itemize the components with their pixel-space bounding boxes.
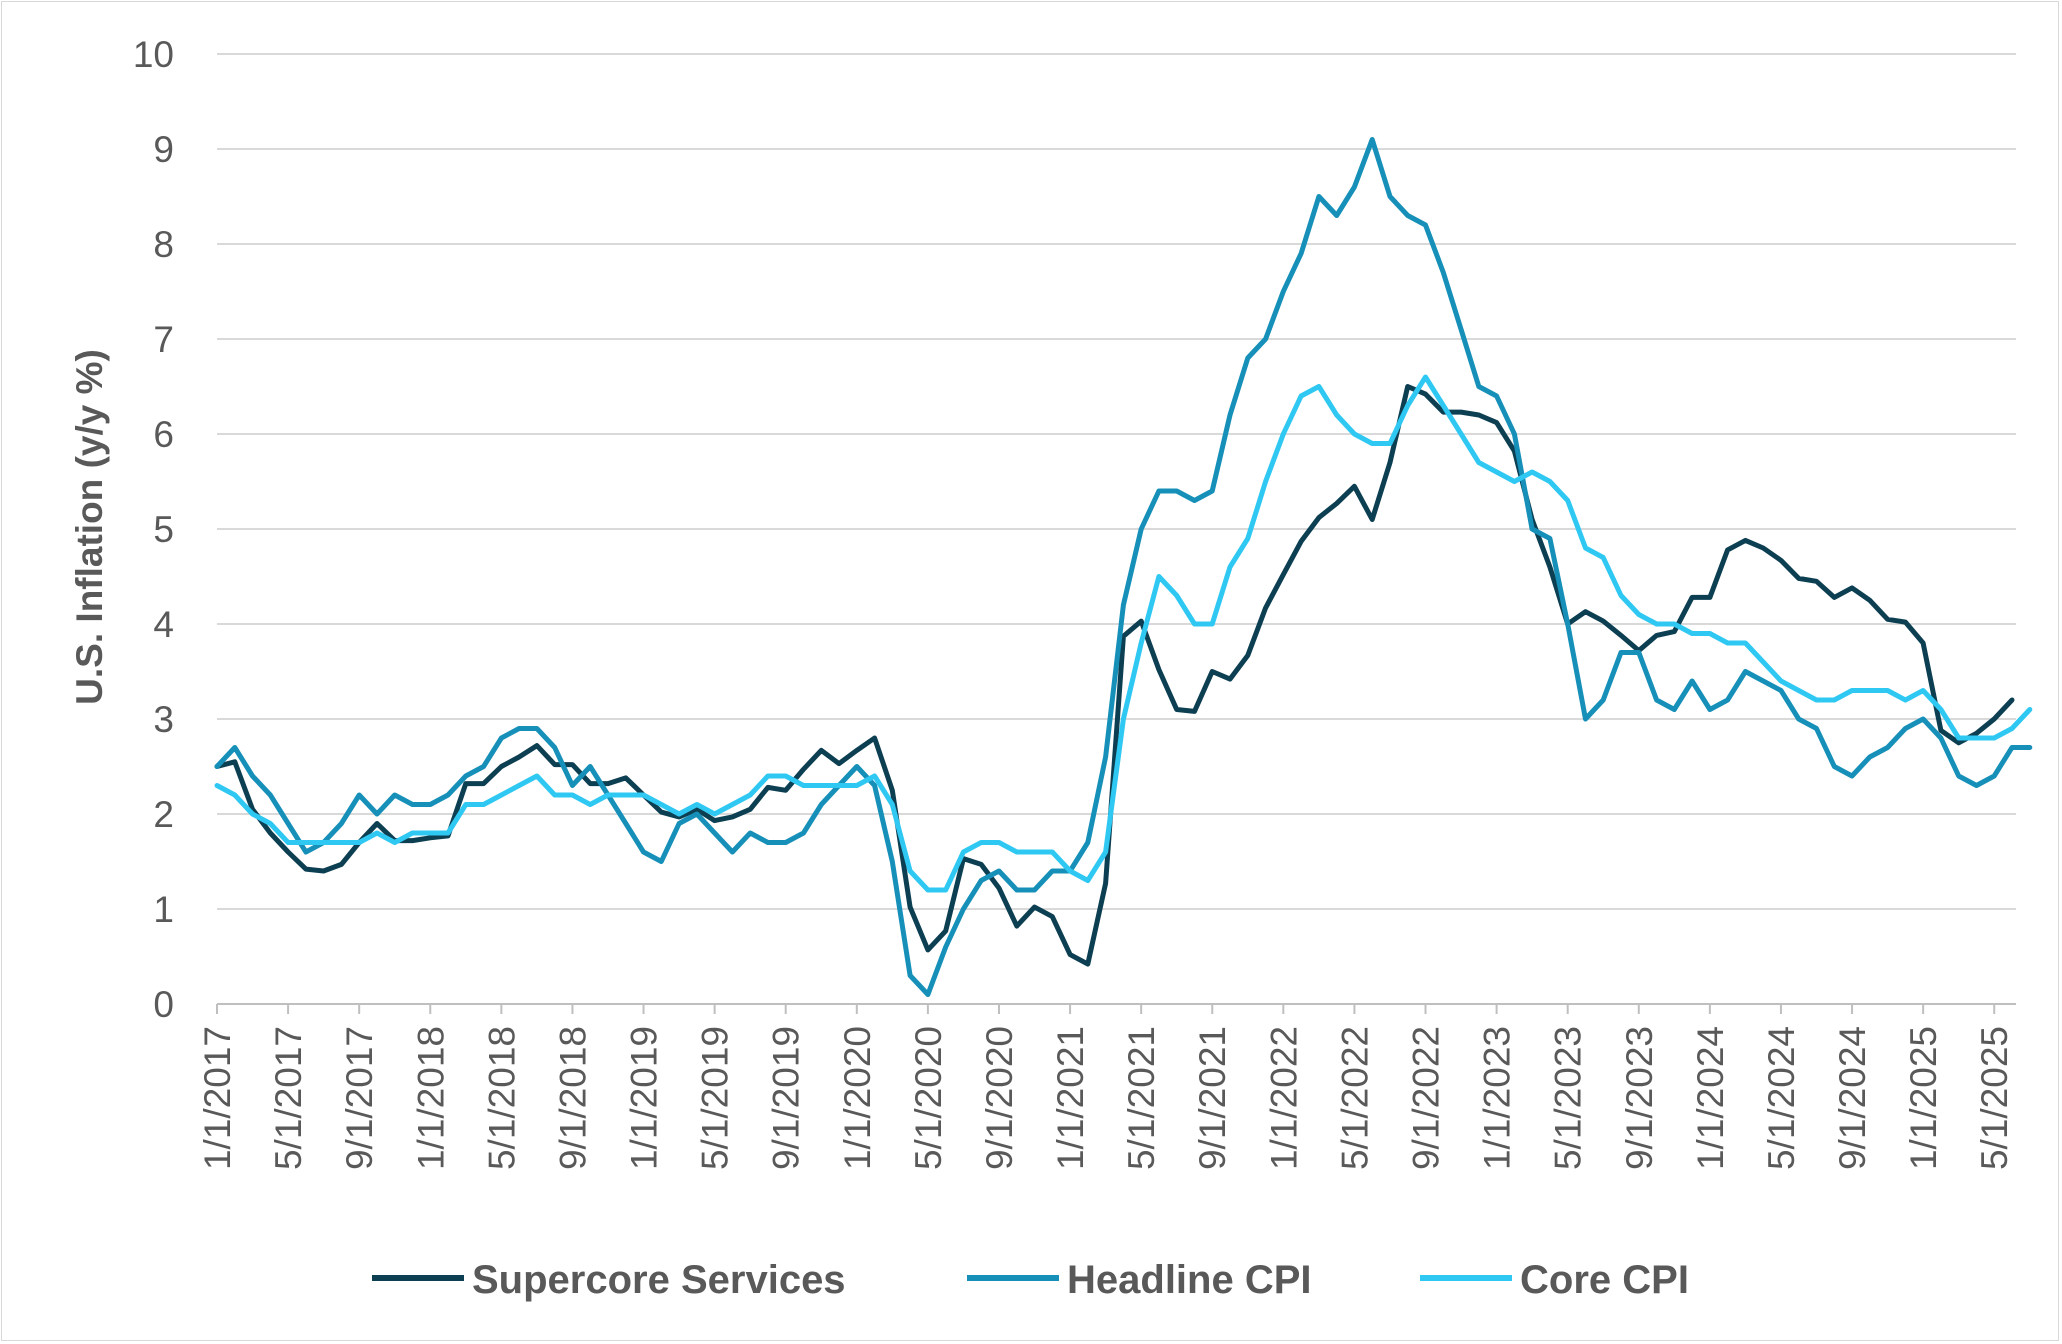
y-tick-8: 8 xyxy=(153,224,174,265)
x-tick-9/1/2019: 9/1/2019 xyxy=(766,1026,807,1170)
x-tick-5/1/2023: 5/1/2023 xyxy=(1548,1026,1589,1170)
x-tick-labels: 1/1/2017 5/1/2017 9/1/2017 1/1/2018 5/1/2018… xyxy=(197,1026,2015,1170)
x-tick-1/1/2023: 1/1/2023 xyxy=(1477,1026,1518,1170)
x-tick-9/1/2022: 9/1/2022 xyxy=(1406,1026,1447,1170)
x-tick-9/1/2021: 9/1/2021 xyxy=(1192,1026,1233,1170)
y-tick-labels: 0 1 2 3 4 5 6 7 8 9 10 xyxy=(133,34,174,1025)
x-tick-9/1/2017: 9/1/2017 xyxy=(339,1026,380,1170)
x-tick-5/1/2021: 5/1/2021 xyxy=(1121,1026,1162,1170)
x-tick-1/1/2019: 1/1/2019 xyxy=(624,1026,665,1170)
y-tick-4: 4 xyxy=(153,604,174,645)
x-tick-1/1/2018: 1/1/2018 xyxy=(410,1026,451,1170)
y-tick-0: 0 xyxy=(153,984,174,1025)
x-tick-5/1/2024: 5/1/2024 xyxy=(1761,1026,1802,1170)
x-tick-9/1/2024: 9/1/2024 xyxy=(1832,1026,1873,1170)
series-line-core-cpi xyxy=(214,374,2033,893)
x-tick-9/1/2020: 9/1/2020 xyxy=(979,1026,1020,1170)
x-tick-5/1/2022: 5/1/2022 xyxy=(1334,1026,1375,1170)
y-tick-7: 7 xyxy=(153,319,174,360)
y-tick-1: 1 xyxy=(153,889,174,930)
legend-label-core-cpi: Core CPI xyxy=(1520,1258,1689,1302)
x-tick-1/1/2020: 1/1/2020 xyxy=(837,1026,878,1170)
x-tick-1/1/2024: 1/1/2024 xyxy=(1690,1026,1731,1170)
legend-label-headline-cpi: Headline CPI xyxy=(1067,1258,1312,1302)
x-axis xyxy=(216,1003,2016,1014)
x-tick-5/1/2025: 5/1/2025 xyxy=(1974,1026,2015,1170)
y-tick-10: 10 xyxy=(133,34,174,75)
x-tick-1/1/2025: 1/1/2025 xyxy=(1903,1026,1944,1170)
x-tick-1/1/2021: 1/1/2021 xyxy=(1050,1026,1091,1170)
x-tick-5/1/2017: 5/1/2017 xyxy=(268,1026,309,1170)
x-tick-1/1/2017: 1/1/2017 xyxy=(197,1026,238,1170)
y-tick-3: 3 xyxy=(153,699,174,740)
x-tick-5/1/2018: 5/1/2018 xyxy=(481,1026,522,1170)
series-line-headline-cpi xyxy=(214,137,2033,997)
y-tick-9: 9 xyxy=(153,129,174,170)
x-tick-9/1/2018: 9/1/2018 xyxy=(552,1026,593,1170)
y-tick-5: 5 xyxy=(153,509,174,550)
x-tick-9/1/2023: 9/1/2023 xyxy=(1619,1026,1660,1170)
series-lines xyxy=(214,137,2033,997)
gridlines xyxy=(217,53,2016,910)
x-tick-1/1/2022: 1/1/2022 xyxy=(1263,1026,1304,1170)
legend: Supercore Services Headline CPI Core CPI xyxy=(372,1258,1689,1302)
y-axis-label: U.S. Inflation (y/y %) xyxy=(69,349,110,705)
series-line-supercore-services xyxy=(214,384,2015,967)
x-tick-5/1/2020: 5/1/2020 xyxy=(908,1026,949,1170)
y-tick-6: 6 xyxy=(153,414,174,455)
y-tick-2: 2 xyxy=(153,794,174,835)
x-tick-5/1/2019: 5/1/2019 xyxy=(695,1026,736,1170)
legend-label-supercore-services: Supercore Services xyxy=(472,1258,846,1302)
